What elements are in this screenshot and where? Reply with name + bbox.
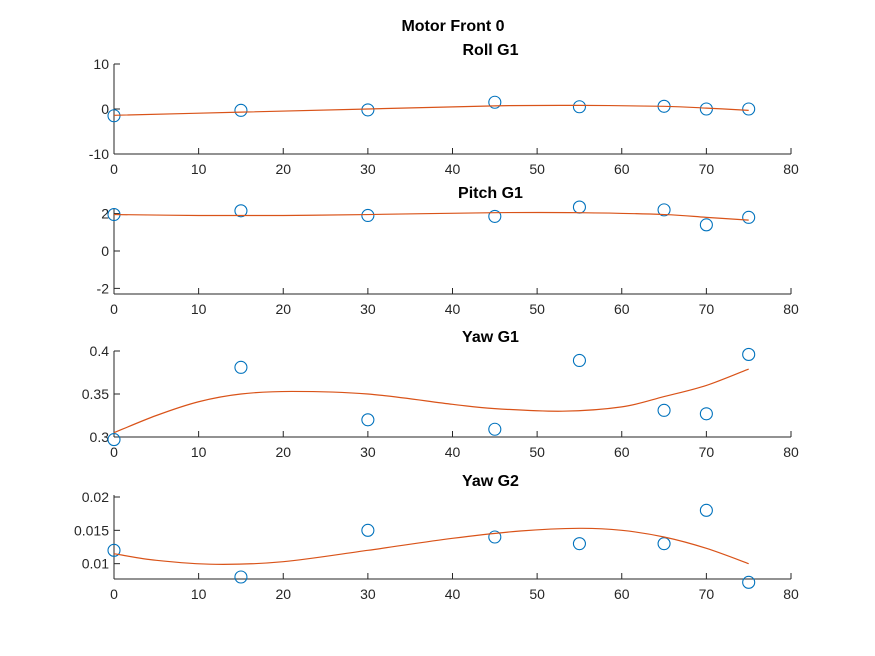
data-point (234, 570, 248, 584)
data-point (361, 523, 375, 537)
y-tick-label: 0.01 (82, 556, 109, 572)
data-point (742, 347, 756, 361)
x-tick-label: 50 (529, 444, 545, 460)
data-point (742, 575, 756, 589)
data-point (361, 103, 375, 117)
x-tick-label: 50 (529, 586, 545, 602)
data-point (488, 422, 502, 436)
x-tick-label: 80 (783, 444, 799, 460)
subplot-title: Yaw G2 (462, 473, 519, 490)
x-tick-label: 30 (360, 444, 376, 460)
fit-line (113, 211, 749, 221)
x-tick-label: 0 (110, 301, 118, 317)
y-tick-label: -10 (89, 146, 109, 162)
x-tick-label: 70 (699, 444, 715, 460)
x-tick-label: 60 (614, 161, 630, 177)
data-point (699, 407, 713, 421)
subplot-title: Roll G1 (462, 42, 518, 59)
y-tick-label: 0.02 (82, 489, 109, 505)
x-tick-label: 50 (529, 301, 545, 317)
x-tick-label: 70 (699, 586, 715, 602)
subplot-2: Pitch G10 10 20 30 40 50 60 70 80-202 (97, 185, 799, 317)
figure-title: Motor Front 0 (401, 18, 504, 35)
x-tick-label: 70 (699, 301, 715, 317)
y-tick-label: 0 (101, 101, 109, 117)
y-tick-label: 0.35 (82, 386, 109, 402)
x-tick-label: 20 (275, 301, 291, 317)
data-point (107, 543, 121, 557)
x-tick-label: 0 (110, 444, 118, 460)
y-tick-label: 0.015 (74, 522, 109, 538)
x-tick-label: 10 (191, 161, 207, 177)
y-tick-label: -2 (97, 280, 110, 296)
x-tick-label: 10 (191, 444, 207, 460)
x-tick-label: 40 (445, 586, 461, 602)
x-tick-label: 30 (360, 301, 376, 317)
data-point (361, 413, 375, 427)
x-tick-label: 80 (783, 586, 799, 602)
y-tick-label: 2 (101, 206, 109, 222)
data-point (107, 433, 121, 447)
x-tick-label: 30 (360, 161, 376, 177)
subplot-title: Pitch G1 (458, 185, 523, 202)
data-point (742, 210, 756, 224)
x-tick-label: 0 (110, 161, 118, 177)
x-tick-label: 20 (275, 444, 291, 460)
x-tick-label: 30 (360, 586, 376, 602)
x-tick-label: 80 (783, 161, 799, 177)
subplot-4: Yaw G2 0 10 20 30 40 50 60 70 80 0.01 0.015 0.02 (74, 473, 799, 602)
data-point (657, 203, 671, 217)
x-tick-label: 20 (275, 586, 291, 602)
subplot-3: Yaw G1 0 10 20 30 40 50 60 70 80 0.3 0.35 0.4 (82, 329, 799, 460)
data-point (699, 218, 713, 232)
data-point (742, 102, 756, 116)
x-tick-label: 60 (614, 586, 630, 602)
x-tick-label: 10 (191, 301, 207, 317)
x-tick-label: 10 (191, 586, 207, 602)
data-point (657, 403, 671, 417)
data-point (234, 360, 248, 374)
data-point (234, 103, 248, 117)
x-tick-label: 70 (699, 161, 715, 177)
subplot-title: Yaw G1 (462, 329, 519, 346)
data-point (699, 503, 713, 517)
x-tick-label: 40 (445, 161, 461, 177)
x-tick-label: 60 (614, 444, 630, 460)
data-point (657, 537, 671, 551)
data-point (488, 209, 502, 223)
x-tick-label: 80 (783, 301, 799, 317)
data-point (572, 537, 586, 551)
y-tick-label: 10 (93, 56, 109, 72)
data-point (572, 100, 586, 114)
data-point (488, 530, 502, 544)
y-tick-label: 0 (101, 243, 109, 259)
x-tick-label: 0 (110, 586, 118, 602)
x-tick-label: 20 (275, 161, 291, 177)
y-tick-label: 0.3 (90, 429, 110, 445)
data-point (234, 204, 248, 218)
x-tick-label: 40 (445, 444, 461, 460)
x-tick-label: 60 (614, 301, 630, 317)
fit-line (113, 104, 749, 116)
y-tick-label: 0.4 (90, 343, 110, 359)
fit-line (113, 527, 749, 565)
data-point (361, 208, 375, 223)
fit-line (113, 368, 749, 434)
x-tick-label: 50 (529, 161, 545, 177)
data-point (572, 353, 586, 368)
data-point (488, 95, 502, 109)
x-tick-label: 40 (445, 301, 461, 317)
